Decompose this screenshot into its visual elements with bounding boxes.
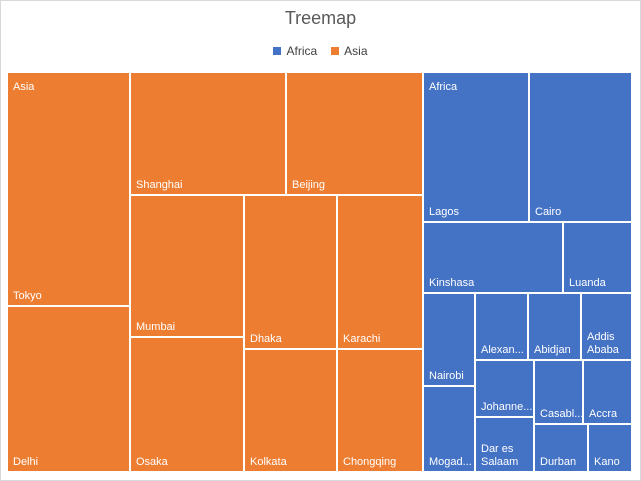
tile-delhi: Delhi (8, 307, 129, 471)
tile-label-dar-es-salaam: Salaam (481, 456, 518, 468)
tile-abidjan: Abidjan (529, 294, 580, 359)
tile-rect-abidjan (529, 294, 580, 359)
tile-label-addis-ababa: Addis (587, 331, 615, 343)
tile-label-kinshasa: Kinshasa (429, 277, 475, 289)
tile-rect-casabl (535, 361, 582, 423)
tile-rect-cairo (530, 73, 631, 221)
tile-rect-johanne (476, 361, 533, 416)
tile-rect-accra (584, 361, 631, 423)
tile-rect-addis-ababa (582, 294, 631, 359)
tile-label-tokyo: Tokyo (13, 290, 42, 302)
tile-rect-beijing (287, 73, 422, 194)
tile-dhaka: Dhaka (245, 196, 336, 348)
tile-label-durban: Durban (540, 456, 576, 468)
tile-kolkata: Kolkata (245, 350, 336, 471)
tile-rect-alexan (476, 294, 527, 359)
tile-chongqing: Chongqing (338, 350, 422, 471)
tile-label-cairo: Cairo (535, 206, 561, 218)
tile-rect-mumbai (131, 196, 243, 336)
tile-label-mumbai: Mumbai (136, 321, 175, 333)
tile-label-abidjan: Abidjan (534, 344, 571, 356)
legend-label-asia: Asia (344, 44, 368, 58)
tile-label-dhaka: Dhaka (250, 333, 283, 345)
tile-rect-luanda (564, 223, 631, 292)
tile-rect-lagos (424, 73, 528, 221)
chart-title: Treemap (284, 8, 357, 28)
tile-johanne: Johanne... (476, 361, 533, 416)
tile-label-osaka: Osaka (136, 456, 169, 468)
tile-label-casabl: Casabl... (540, 408, 583, 420)
tile-mumbai: Mumbai (131, 196, 243, 336)
group-label-asia: Asia (13, 81, 35, 93)
legend-item-africa: Africa (273, 44, 317, 58)
legend-swatch-asia (331, 47, 340, 55)
tile-label-dar-es-salaam: Dar es (481, 443, 514, 455)
tile-rect-shanghai (131, 73, 285, 194)
tile-label-addis-ababa: Ababa (587, 344, 620, 356)
legend-swatch-africa (273, 47, 282, 55)
tile-label-shanghai: Shanghai (136, 179, 183, 191)
tile-durban: Durban (535, 425, 587, 471)
tile-alexan: Alexan... (476, 294, 527, 359)
tile-rect-tokyo (8, 73, 129, 305)
tile-label-alexan: Alexan... (481, 344, 524, 356)
tile-beijing: Beijing (287, 73, 422, 194)
tile-rect-mogad (424, 387, 474, 471)
tile-label-kolkata: Kolkata (250, 456, 288, 468)
tile-accra: Accra (584, 361, 631, 423)
legend-item-asia: Asia (331, 44, 368, 58)
tile-cairo: Cairo (530, 73, 631, 221)
tile-label-johanne: Johanne... (481, 401, 532, 413)
tile-rect-kolkata (245, 350, 336, 471)
tile-rect-dar-es-salaam (476, 418, 533, 471)
tile-rect-chongqing (338, 350, 422, 471)
tile-label-beijing: Beijing (292, 179, 325, 191)
tile-label-mogad: Mogad... (429, 456, 472, 468)
tile-nairobi: Nairobi (424, 294, 474, 385)
tile-label-luanda: Luanda (569, 277, 607, 289)
tile-karachi: Karachi (338, 196, 422, 348)
tile-kinshasa: Kinshasa (424, 223, 562, 292)
tile-luanda: Luanda (564, 223, 631, 292)
tile-rect-delhi (8, 307, 129, 471)
tile-label-chongqing: Chongqing (343, 456, 396, 468)
legend: Africa Asia (0, 44, 641, 58)
tile-label-lagos: Lagos (429, 206, 459, 218)
tile-osaka: Osaka (131, 338, 243, 471)
tile-tokyo: Tokyo (8, 73, 129, 305)
tile-rect-durban (535, 425, 587, 471)
tile-label-accra: Accra (589, 408, 618, 420)
tile-mogad: Mogad... (424, 387, 474, 471)
group-label-africa: Africa (429, 81, 458, 93)
tile-label-nairobi: Nairobi (429, 370, 464, 382)
tile-casabl: Casabl... (535, 361, 583, 423)
tile-rect-kano (589, 425, 631, 471)
tile-rect-kinshasa (424, 223, 562, 292)
tile-label-karachi: Karachi (343, 333, 380, 345)
tile-kano: Kano (589, 425, 631, 471)
tile-label-delhi: Delhi (13, 456, 38, 468)
tile-rect-osaka (131, 338, 243, 471)
tile-lagos: Lagos (424, 73, 528, 221)
tile-rect-nairobi (424, 294, 474, 385)
tile-label-kano: Kano (594, 456, 620, 468)
tile-rect-karachi (338, 196, 422, 348)
legend-label-africa: Africa (286, 44, 318, 58)
tile-shanghai: Shanghai (131, 73, 285, 194)
tile-rect-dhaka (245, 196, 336, 348)
